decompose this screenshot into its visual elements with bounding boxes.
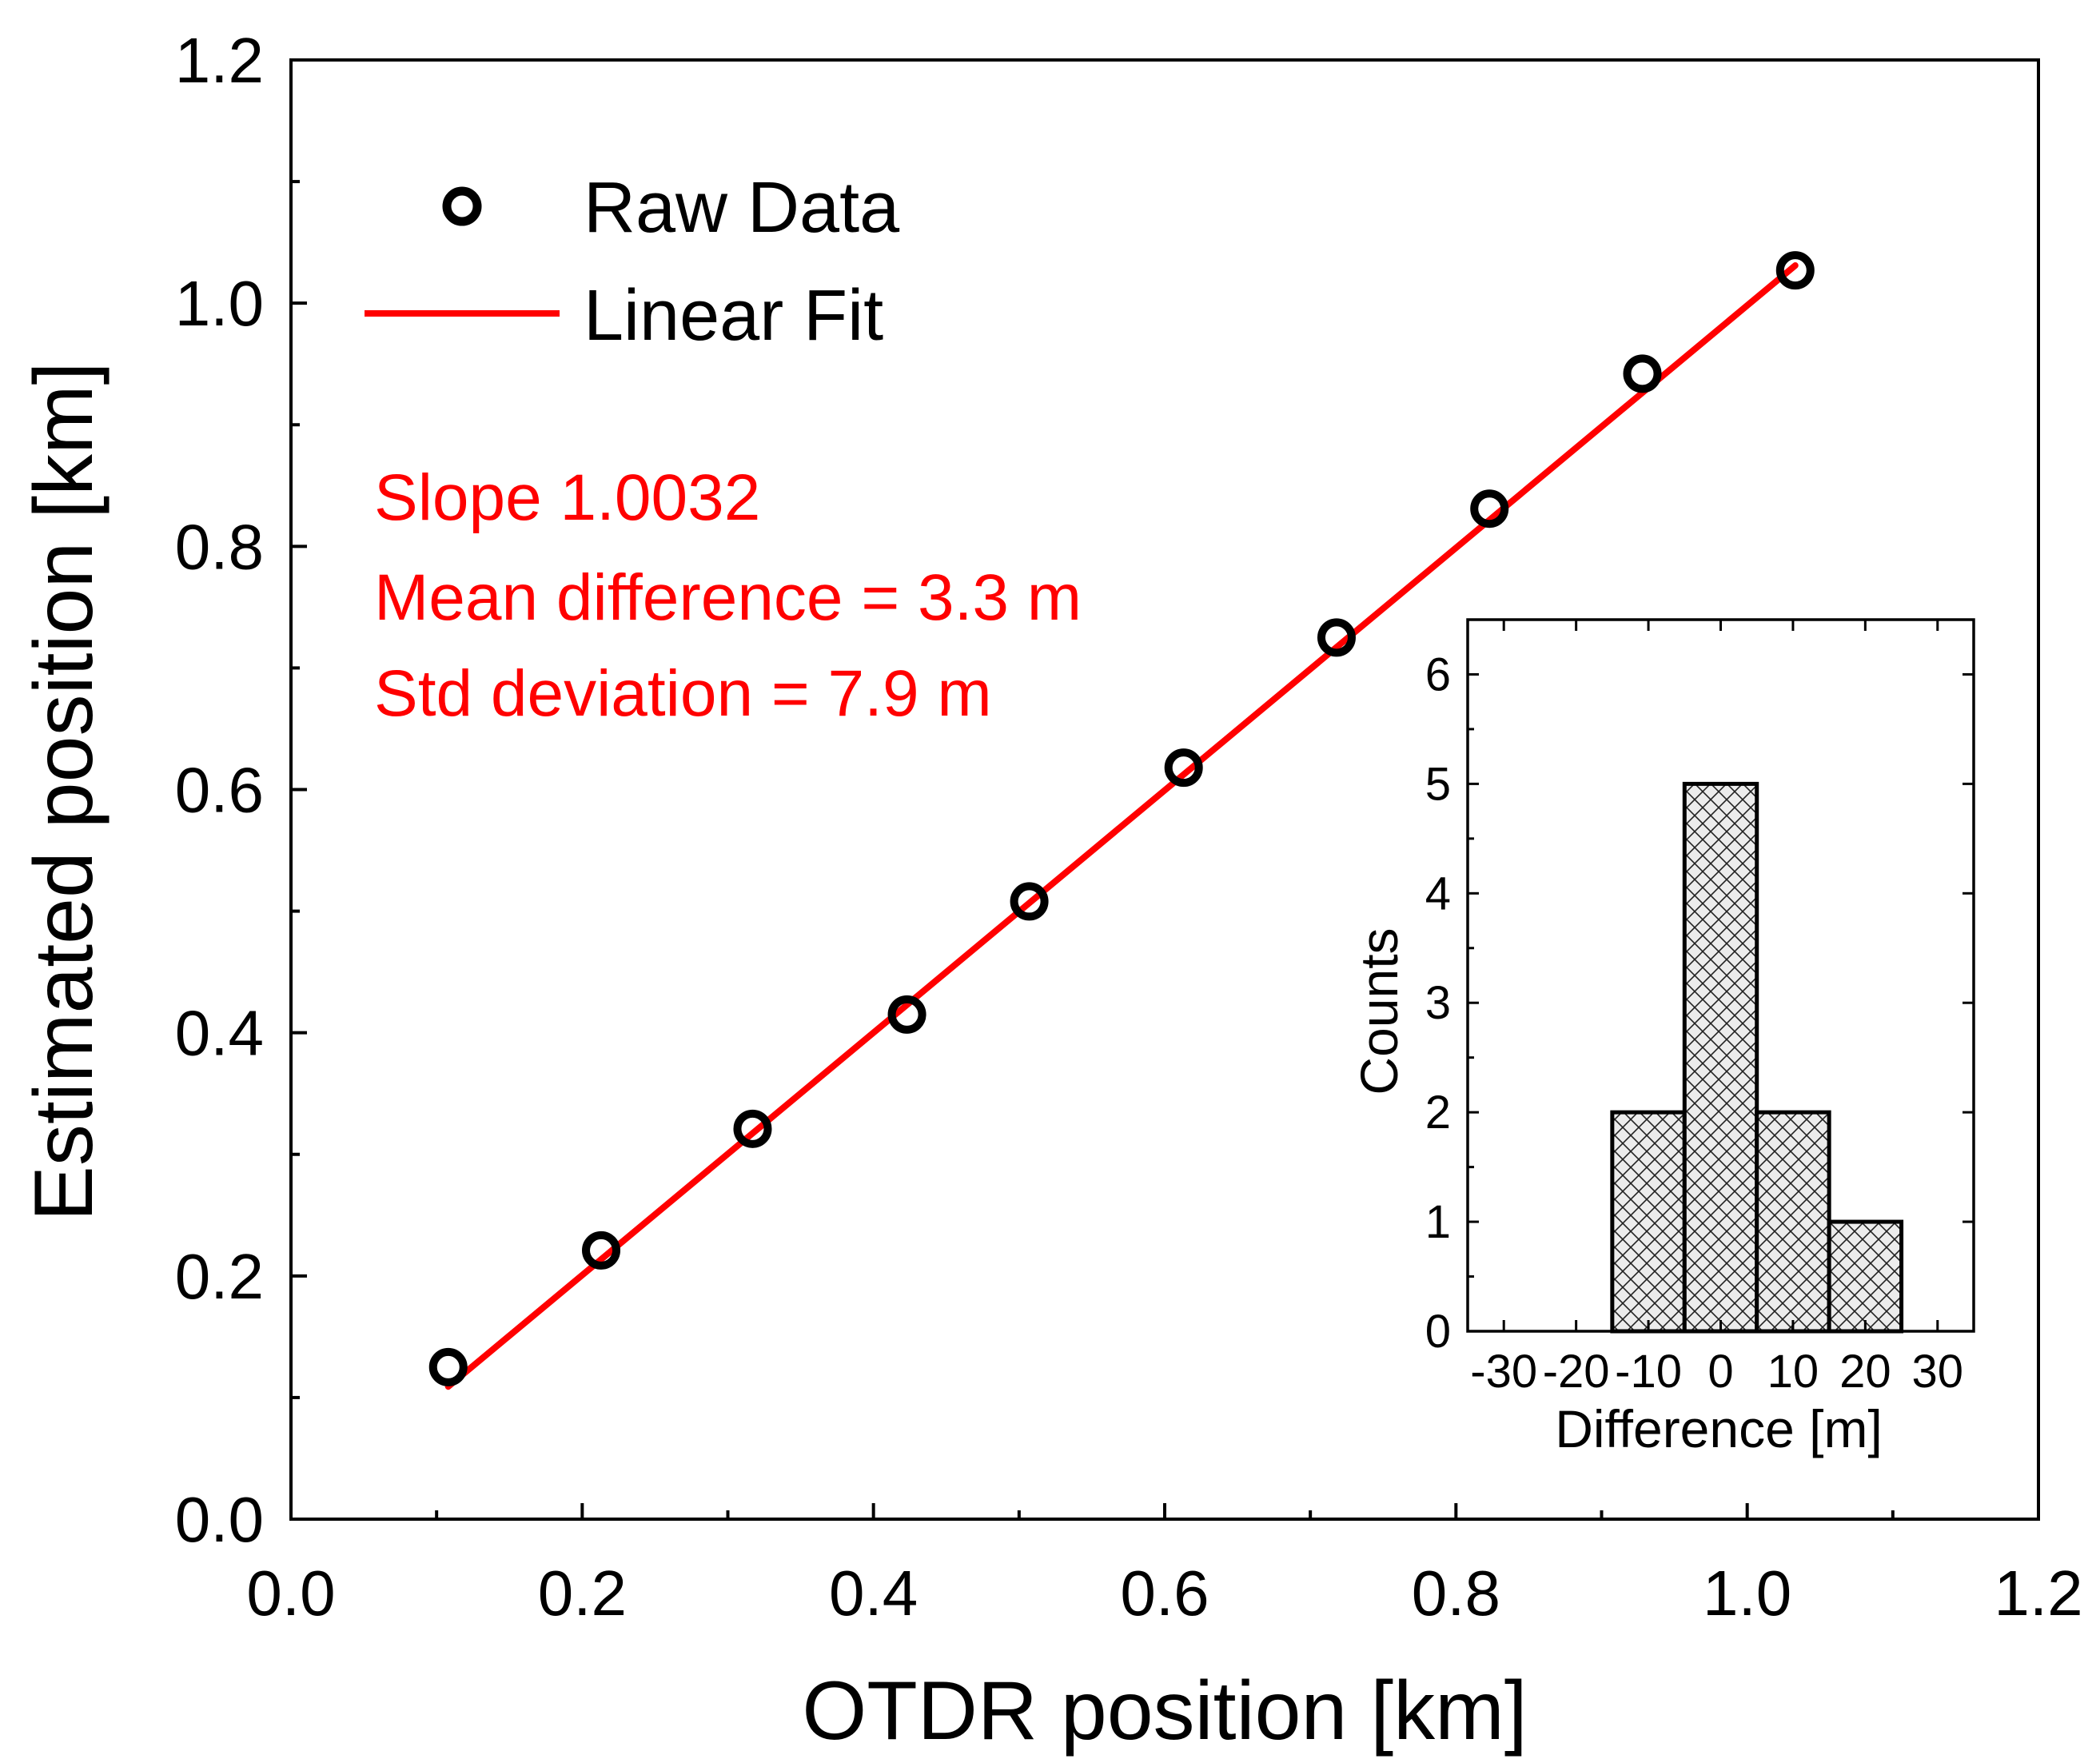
raw-data-point <box>1164 748 1203 788</box>
inset-y-tick-label: 3 <box>1425 977 1451 1029</box>
inset-y-tick-label: 1 <box>1425 1196 1451 1248</box>
y-tick-label: 0.8 <box>175 511 264 582</box>
inset-y-axis-title: Counts <box>1349 927 1409 1095</box>
inset-histogram: -30 -20 -10 0 10 20 30 0 1 2 3 4 5 6 Difference [m] C… <box>1349 618 1975 1458</box>
inset-x-tick-label: 0 <box>1707 1346 1733 1398</box>
legend: Raw Data Linear Fit <box>365 168 900 356</box>
inset-y-tick-label: 0 <box>1425 1306 1451 1358</box>
y-tick-label: 0.4 <box>175 998 264 1069</box>
inset-x-tick-label: 10 <box>1767 1346 1819 1398</box>
raw-data-point <box>1623 354 1662 393</box>
histogram-bar <box>1682 781 1759 1334</box>
fit-annotations: Slope 1.0032 Mean difference = 3.3 m Std… <box>374 461 1082 730</box>
histogram-bar <box>1755 1110 1831 1334</box>
legend-raw-data-label: Raw Data <box>584 168 900 248</box>
inset-x-tick-label: -20 <box>1543 1346 1610 1398</box>
raw-data-point <box>1775 251 1815 290</box>
histogram-bar <box>1610 1110 1687 1334</box>
inset-x-tick-label: 30 <box>1912 1346 1964 1398</box>
histogram-bar <box>1827 1219 1904 1334</box>
x-tick-label: 0.4 <box>829 1558 918 1629</box>
x-tick-label: 0.2 <box>538 1558 627 1629</box>
y-tick-label: 1.0 <box>175 268 264 339</box>
x-tick-label: 0.8 <box>1412 1558 1500 1629</box>
inset-x-axis-title: Difference [m] <box>1555 1399 1883 1458</box>
y-axis-title: Estimated position [km] <box>18 361 110 1221</box>
raw-data-point <box>887 995 926 1034</box>
x-axis-title: OTDR position [km] <box>802 1665 1527 1757</box>
inset-x-tick-label: -10 <box>1615 1346 1682 1398</box>
linear-fit-line <box>444 262 1799 1390</box>
annotation-std-deviation: Std deviation = 7.9 m <box>374 657 992 730</box>
inset-y-tick-label: 5 <box>1425 758 1451 810</box>
inset-x-tick-label: 20 <box>1839 1346 1891 1398</box>
raw-data-point <box>582 1231 621 1270</box>
annotation-slope: Slope 1.0032 <box>374 461 760 534</box>
raw-data-point <box>1010 882 1049 921</box>
y-tick-label: 0.6 <box>175 755 264 826</box>
annotation-mean-difference: Mean difference = 3.3 m <box>374 561 1082 634</box>
inset-y-tick-label: 2 <box>1425 1087 1451 1139</box>
inset-x-tick-label: -30 <box>1470 1346 1537 1398</box>
x-tick-label: 1.0 <box>1703 1558 1791 1629</box>
x-tick-label: 1.2 <box>1994 1558 2082 1629</box>
y-tick-label: 0.2 <box>175 1241 264 1312</box>
inset-y-tick-label: 6 <box>1425 648 1451 700</box>
legend-raw-data-marker <box>442 186 482 226</box>
raw-data-point <box>1470 489 1509 529</box>
inset-y-tick-label: 4 <box>1425 868 1451 919</box>
raw-data-point <box>428 1347 468 1386</box>
x-tick-label: 0.6 <box>1120 1558 1209 1629</box>
raw-data-point <box>733 1109 772 1148</box>
y-tick-label: 1.2 <box>175 25 264 96</box>
y-tick-label: 0.0 <box>175 1484 264 1555</box>
x-tick-label: 0.0 <box>246 1558 335 1629</box>
legend-linear-fit-label: Linear Fit <box>584 276 883 356</box>
raw-data-point <box>1317 618 1356 657</box>
